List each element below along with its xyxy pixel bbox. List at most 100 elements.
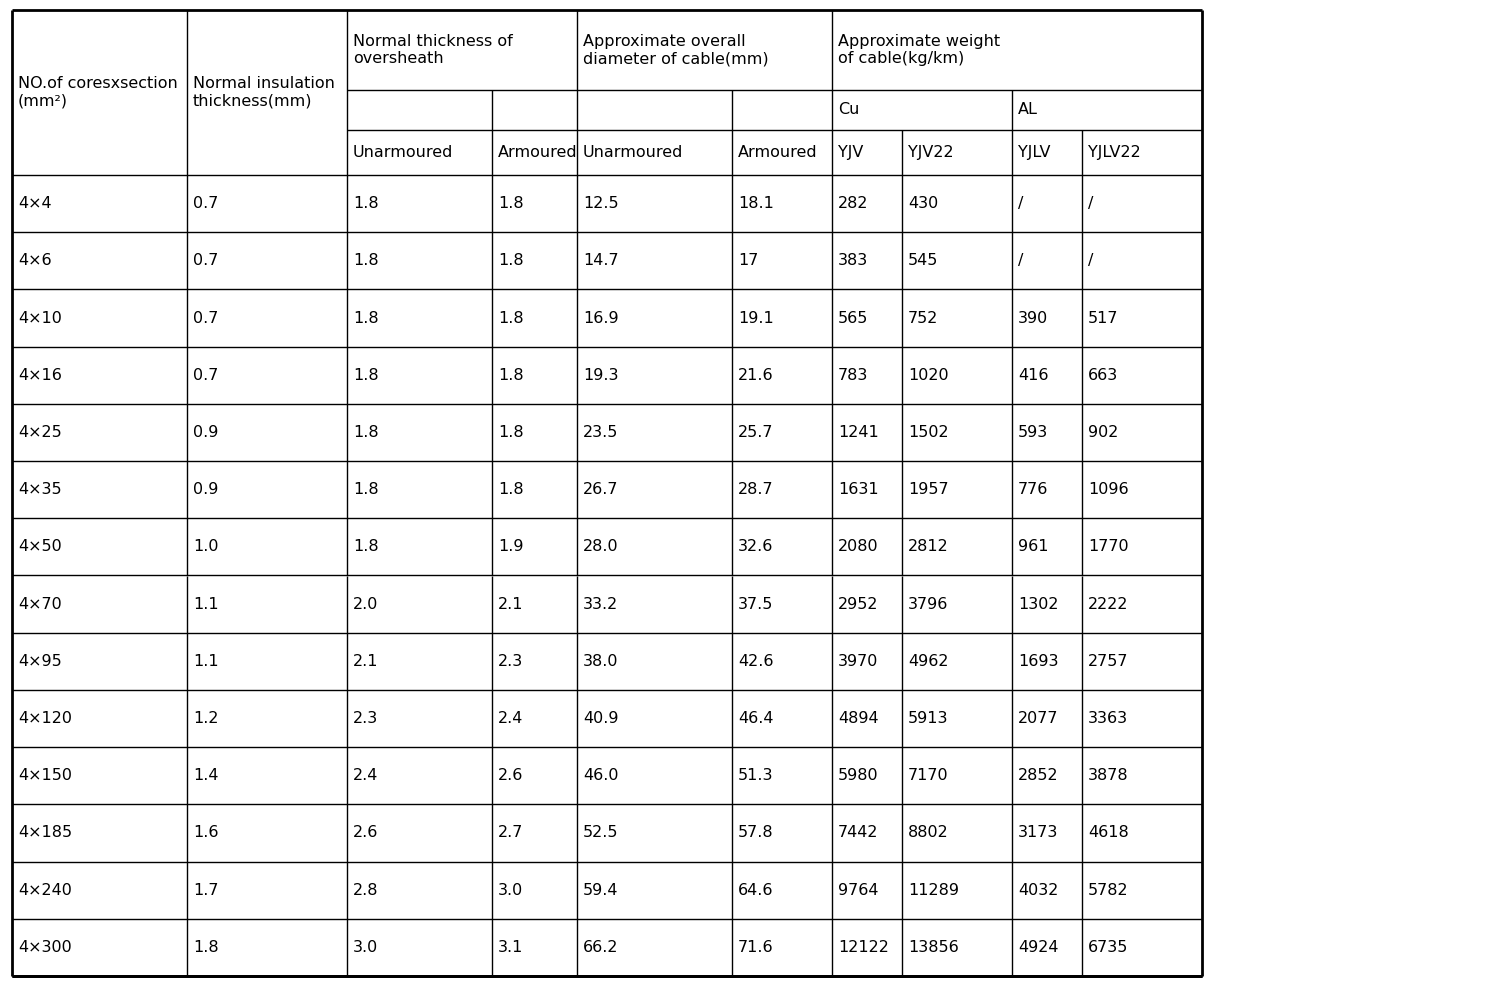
Text: 1.9: 1.9: [498, 539, 524, 554]
Text: 2080: 2080: [838, 539, 878, 554]
Text: 5913: 5913: [908, 711, 948, 726]
Text: 14.7: 14.7: [583, 253, 619, 269]
Text: 38.0: 38.0: [583, 653, 618, 669]
Text: 2.8: 2.8: [353, 883, 378, 897]
Text: 4924: 4924: [1017, 940, 1059, 954]
Text: 752: 752: [908, 311, 938, 326]
Text: 1.6: 1.6: [193, 826, 218, 840]
Text: 390: 390: [1017, 311, 1049, 326]
Text: Armoured: Armoured: [498, 145, 577, 160]
Text: 1.8: 1.8: [498, 311, 524, 326]
Text: 42.6: 42.6: [738, 653, 773, 669]
Text: 13856: 13856: [908, 940, 959, 954]
Text: Cu: Cu: [838, 102, 859, 117]
Text: 9764: 9764: [838, 883, 878, 897]
Text: 4×240: 4×240: [18, 883, 72, 897]
Text: 517: 517: [1088, 311, 1119, 326]
Text: 0.7: 0.7: [193, 368, 218, 383]
Text: 2812: 2812: [908, 539, 948, 554]
Text: 2077: 2077: [1017, 711, 1059, 726]
Text: 1.8: 1.8: [498, 368, 524, 383]
Text: 4618: 4618: [1088, 826, 1129, 840]
Text: 8802: 8802: [908, 826, 948, 840]
Text: YJV: YJV: [838, 145, 863, 160]
Text: 28.0: 28.0: [583, 539, 619, 554]
Text: 4×95: 4×95: [18, 653, 61, 669]
Text: 4894: 4894: [838, 711, 878, 726]
Text: 19.1: 19.1: [738, 311, 773, 326]
Text: 545: 545: [908, 253, 938, 269]
Text: 64.6: 64.6: [738, 883, 773, 897]
Text: 4×70: 4×70: [18, 596, 61, 612]
Text: 593: 593: [1017, 425, 1049, 440]
Text: 2.6: 2.6: [353, 826, 378, 840]
Text: 2.6: 2.6: [498, 769, 524, 783]
Text: 4×25: 4×25: [18, 425, 61, 440]
Text: 282: 282: [838, 196, 869, 212]
Text: 1.2: 1.2: [193, 711, 218, 726]
Text: 12.5: 12.5: [583, 196, 619, 212]
Text: /: /: [1017, 253, 1023, 269]
Text: 7442: 7442: [838, 826, 878, 840]
Text: 32.6: 32.6: [738, 539, 773, 554]
Text: 3878: 3878: [1088, 769, 1128, 783]
Text: Approximate overall
diameter of cable(mm): Approximate overall diameter of cable(mm…: [583, 33, 769, 66]
Text: 1.8: 1.8: [193, 940, 218, 954]
Text: 902: 902: [1088, 425, 1119, 440]
Text: 2757: 2757: [1088, 653, 1128, 669]
Text: /: /: [1088, 253, 1094, 269]
Text: 4×10: 4×10: [18, 311, 61, 326]
Text: 4×300: 4×300: [18, 940, 72, 954]
Text: 4×50: 4×50: [18, 539, 61, 554]
Text: 2222: 2222: [1088, 596, 1128, 612]
Text: 2.1: 2.1: [353, 653, 378, 669]
Text: 19.3: 19.3: [583, 368, 618, 383]
Text: 0.9: 0.9: [193, 482, 218, 497]
Text: 40.9: 40.9: [583, 711, 618, 726]
Text: 1.7: 1.7: [193, 883, 218, 897]
Text: 23.5: 23.5: [583, 425, 618, 440]
Text: 51.3: 51.3: [738, 769, 773, 783]
Text: 0.7: 0.7: [193, 196, 218, 212]
Text: 1.8: 1.8: [353, 539, 378, 554]
Text: YJLV22: YJLV22: [1088, 145, 1141, 160]
Text: 11289: 11289: [908, 883, 959, 897]
Text: 28.7: 28.7: [738, 482, 773, 497]
Text: 2.1: 2.1: [498, 596, 524, 612]
Text: 1770: 1770: [1088, 539, 1128, 554]
Text: 7170: 7170: [908, 769, 948, 783]
Text: 4×35: 4×35: [18, 482, 61, 497]
Text: 5782: 5782: [1088, 883, 1128, 897]
Text: 0.9: 0.9: [193, 425, 218, 440]
Text: 4×16: 4×16: [18, 368, 61, 383]
Text: 18.1: 18.1: [738, 196, 773, 212]
Text: 0.7: 0.7: [193, 311, 218, 326]
Text: 3.0: 3.0: [498, 883, 524, 897]
Text: NO.of coresxsection
(mm²): NO.of coresxsection (mm²): [18, 77, 178, 108]
Text: 1.8: 1.8: [498, 253, 524, 269]
Text: 4962: 4962: [908, 653, 948, 669]
Text: 3970: 3970: [838, 653, 878, 669]
Text: 565: 565: [838, 311, 868, 326]
Text: 4×185: 4×185: [18, 826, 72, 840]
Text: 1.8: 1.8: [353, 196, 378, 212]
Text: 1.8: 1.8: [353, 482, 378, 497]
Text: 1631: 1631: [838, 482, 878, 497]
Text: Normal insulation
thickness(mm): Normal insulation thickness(mm): [193, 77, 335, 108]
Text: 3796: 3796: [908, 596, 948, 612]
Text: 663: 663: [1088, 368, 1118, 383]
Text: 12122: 12122: [838, 940, 889, 954]
Text: 5980: 5980: [838, 769, 878, 783]
Text: 2.7: 2.7: [498, 826, 524, 840]
Text: AL: AL: [1017, 102, 1038, 117]
Text: YJV22: YJV22: [908, 145, 953, 160]
Text: 3363: 3363: [1088, 711, 1128, 726]
Text: 2852: 2852: [1017, 769, 1059, 783]
Text: 1.0: 1.0: [193, 539, 218, 554]
Text: 33.2: 33.2: [583, 596, 618, 612]
Text: 383: 383: [838, 253, 868, 269]
Text: 2952: 2952: [838, 596, 878, 612]
Text: 3.1: 3.1: [498, 940, 524, 954]
Text: 46.0: 46.0: [583, 769, 618, 783]
Text: 2.4: 2.4: [353, 769, 378, 783]
